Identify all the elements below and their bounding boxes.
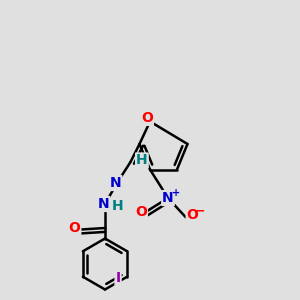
Text: O: O (141, 111, 153, 125)
Text: O: O (187, 208, 199, 222)
Text: H: H (136, 154, 148, 167)
Text: N: N (98, 197, 109, 211)
Text: H: H (112, 199, 123, 212)
Text: +: + (172, 188, 181, 198)
Text: −: − (195, 204, 206, 218)
Text: O: O (68, 221, 80, 235)
Text: O: O (135, 205, 147, 218)
Text: N: N (110, 176, 121, 190)
Text: I: I (116, 271, 121, 285)
Text: N: N (162, 191, 174, 205)
